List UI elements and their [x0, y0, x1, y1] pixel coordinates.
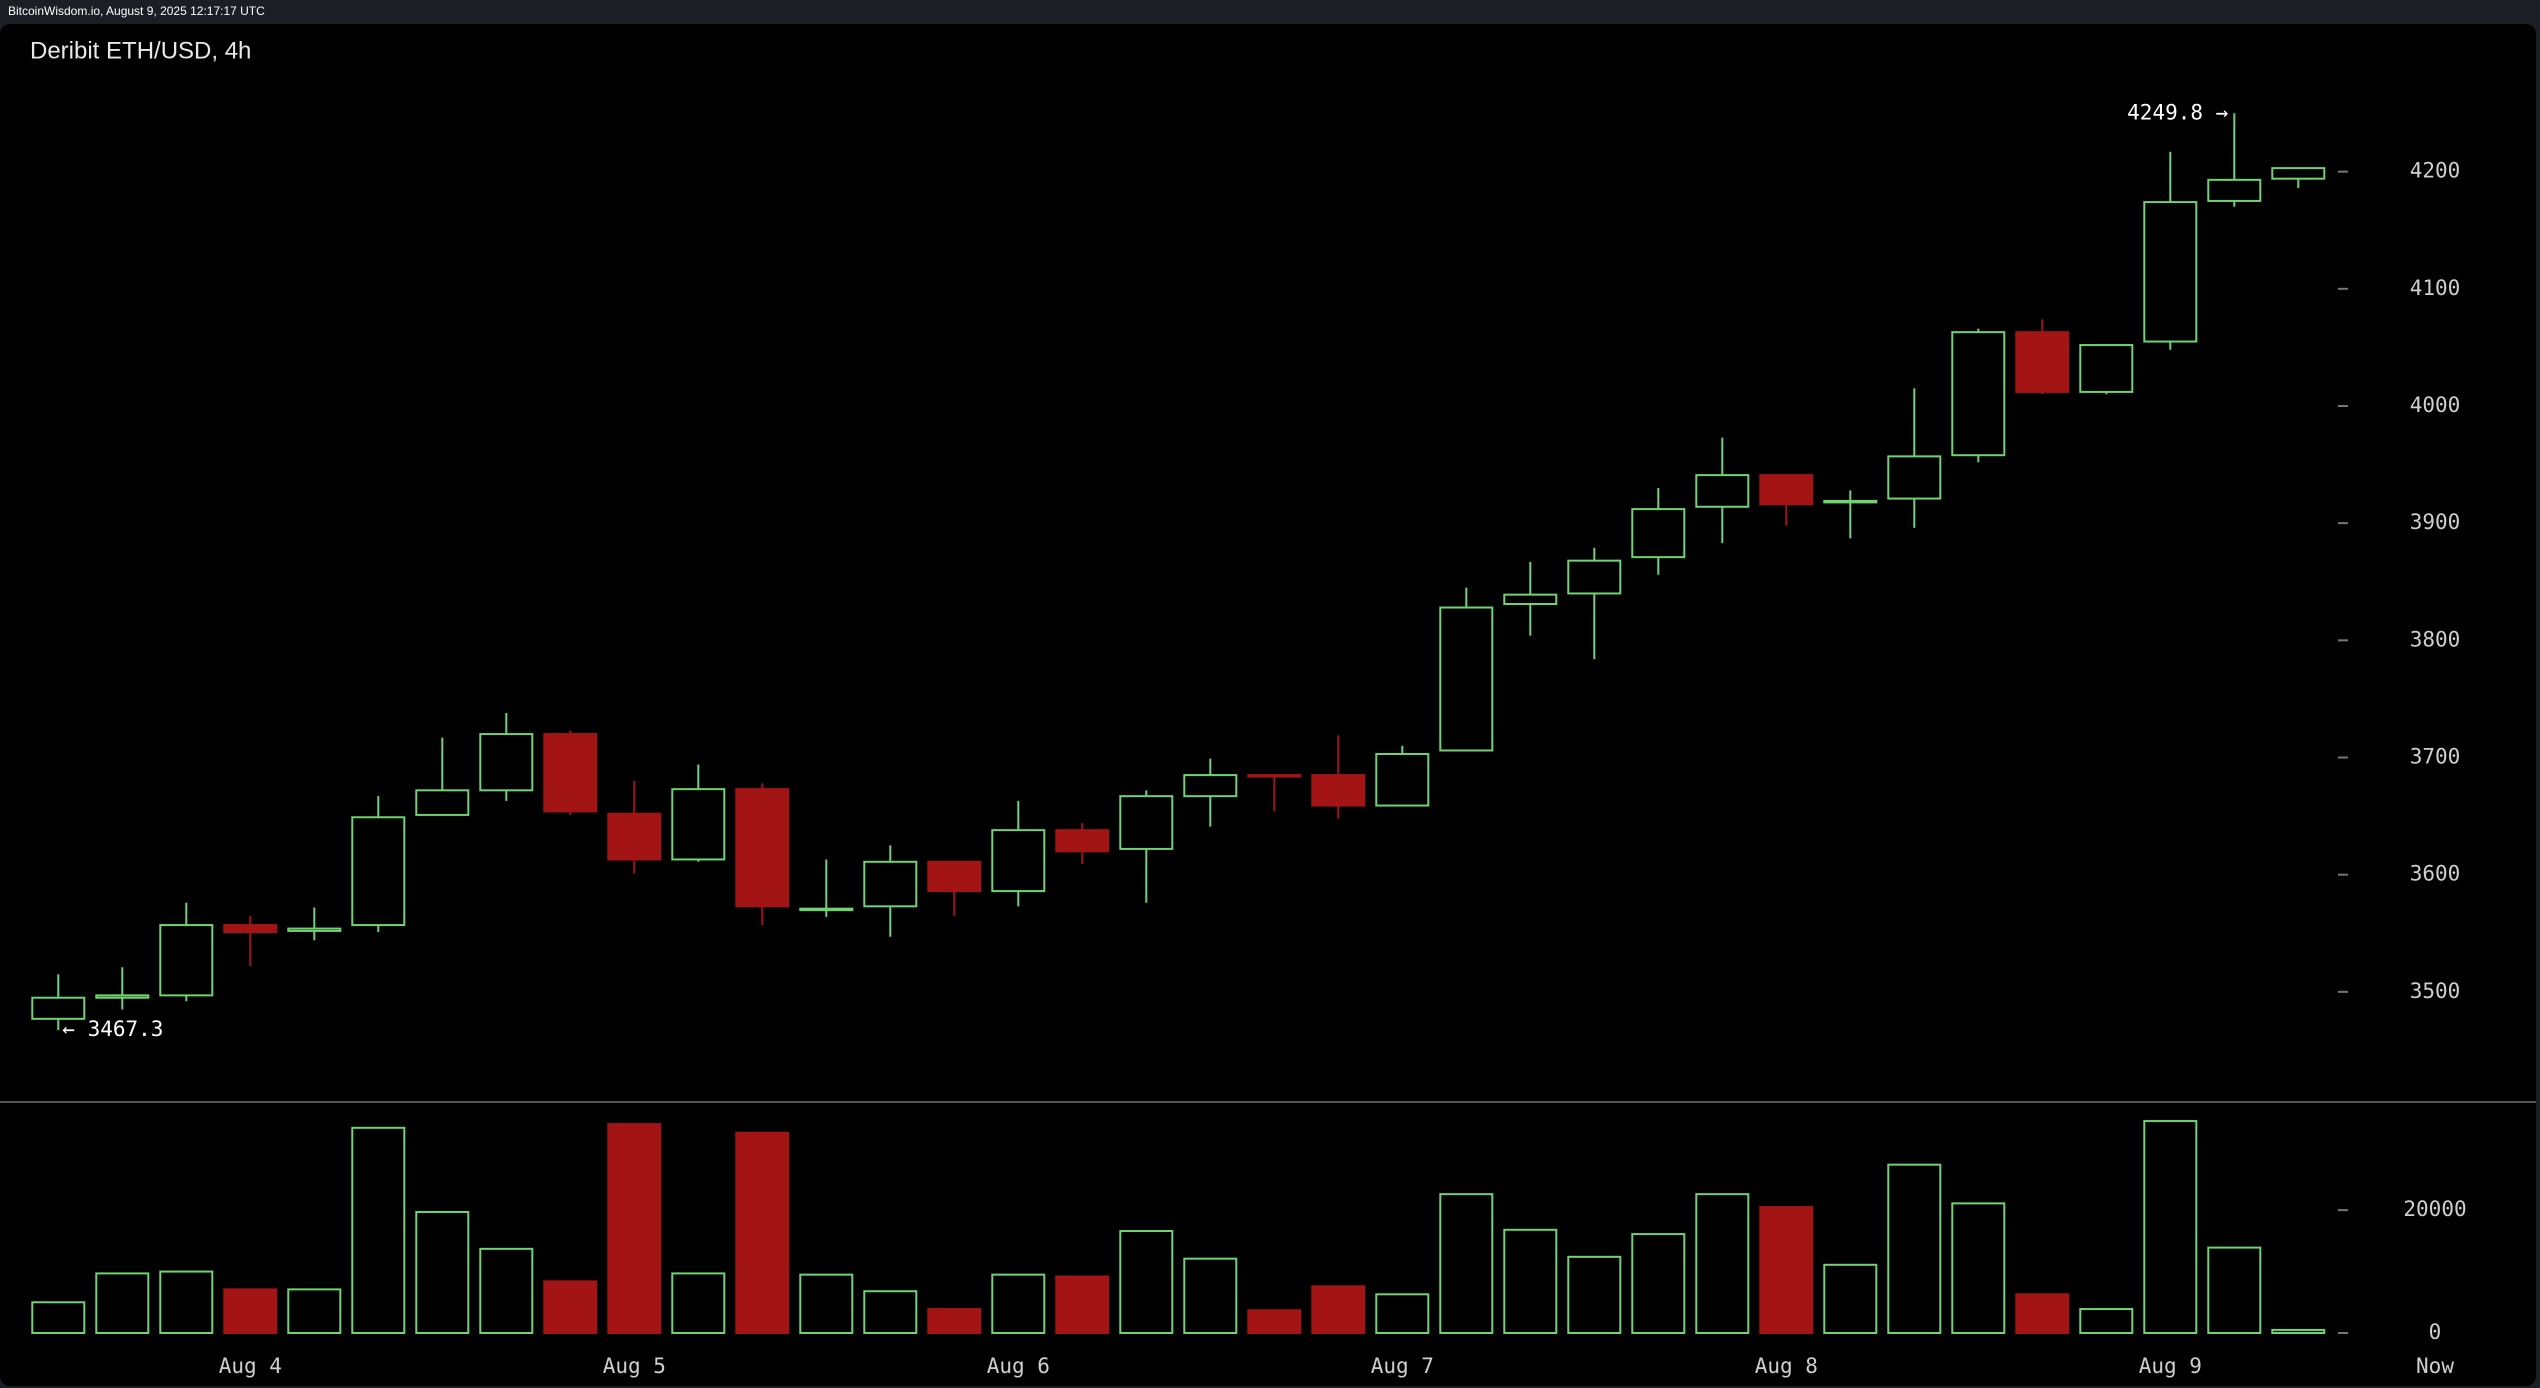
volume-bar — [1759, 1206, 1814, 1335]
volume-bar — [1951, 1202, 2006, 1334]
chart-title: Deribit ETH/USD, 4h — [30, 37, 251, 64]
max-annotation: 4249.8 → — [2127, 100, 2228, 124]
volume-bar — [863, 1290, 918, 1334]
y-tick-label: 3700 — [2410, 745, 2461, 769]
y-tick-label: 4100 — [2410, 276, 2461, 300]
x-tick-label: Aug 6 — [987, 1354, 1050, 1378]
candle-body — [2271, 167, 2326, 180]
candle-body — [223, 924, 278, 934]
x-tick-label: Aug 4 — [219, 1354, 282, 1378]
volume-bar — [671, 1272, 726, 1334]
x-end-label: Now — [2416, 1354, 2454, 1378]
volume-bar — [159, 1270, 214, 1335]
volume-bar — [607, 1123, 662, 1335]
candle-body — [1503, 593, 1558, 606]
candle-body — [1183, 774, 1238, 798]
candle-body — [1439, 606, 1494, 752]
volume-bar — [479, 1247, 534, 1334]
candle-body — [1055, 829, 1110, 853]
volume-bar — [543, 1280, 598, 1335]
candle-body — [671, 788, 726, 861]
candle-body — [735, 788, 790, 908]
volume-bar — [351, 1126, 406, 1335]
volume-bar — [2143, 1120, 2198, 1334]
candle-body — [927, 860, 982, 893]
volume-bar — [95, 1272, 150, 1334]
volume-bar — [415, 1210, 470, 1334]
candle-body — [1119, 795, 1174, 850]
min-annotation: ← 3467.3 — [62, 1017, 163, 1041]
volume-bar — [1247, 1309, 1302, 1335]
candle-body — [159, 924, 214, 997]
y-tick-label: 3800 — [2410, 627, 2461, 651]
candle-body — [1695, 474, 1750, 508]
candle-body — [2207, 178, 2262, 202]
y-tick-label: 4200 — [2410, 159, 2461, 183]
volume-bar — [1119, 1230, 1174, 1335]
candle-body — [863, 860, 918, 908]
candle-body — [1951, 331, 2006, 457]
volume-bar — [1567, 1255, 1622, 1334]
volume-bar — [31, 1301, 86, 1334]
volume-bar — [1503, 1228, 1558, 1334]
candle-body — [543, 733, 598, 813]
volume-bar — [2271, 1328, 2326, 1335]
candle-body — [31, 996, 86, 1020]
candle-body — [2143, 201, 2198, 343]
volume-bar — [799, 1273, 854, 1334]
volume-bar — [1311, 1285, 1366, 1334]
volume-bar — [1183, 1257, 1238, 1334]
y-tick-label: 3900 — [2410, 510, 2461, 534]
y-tick-label: 3600 — [2410, 862, 2461, 886]
volume-bar — [1055, 1275, 1110, 1335]
candle-body — [1631, 508, 1686, 559]
volume-bar — [1439, 1193, 1494, 1335]
candle-body — [991, 829, 1046, 893]
candle-body — [2015, 331, 2070, 393]
volume-bar — [1375, 1293, 1430, 1334]
volume-bar — [1631, 1233, 1686, 1334]
candle-body — [1567, 559, 1622, 595]
volume-bar — [735, 1131, 790, 1335]
candle-body — [1247, 774, 1302, 778]
candle-body — [1311, 774, 1366, 807]
x-tick-label: Aug 5 — [603, 1354, 666, 1378]
candle-body — [415, 789, 470, 816]
x-tick-label: Aug 8 — [1755, 1354, 1818, 1378]
volume-bar — [223, 1288, 278, 1335]
volume-bar — [287, 1288, 342, 1335]
candle-body — [1887, 455, 1942, 500]
volume-bar — [1823, 1263, 1878, 1335]
candle-body — [287, 927, 342, 932]
candle-body — [95, 994, 150, 999]
header: BitcoinWisdom.io, August 9, 2025 12:17:1… — [8, 4, 265, 18]
candle-body — [2079, 344, 2134, 393]
candle-body — [1375, 752, 1430, 807]
y-tick-label: 20000 — [2403, 1197, 2466, 1221]
volume-bar — [2015, 1293, 2070, 1334]
candle-body — [607, 812, 662, 861]
x-tick-label: Aug 9 — [2139, 1354, 2202, 1378]
candle-body — [1759, 474, 1814, 506]
volume-bar — [2207, 1246, 2262, 1335]
volume-bar — [991, 1273, 1046, 1334]
y-tick-label: 3500 — [2410, 979, 2461, 1003]
candle-body — [351, 816, 406, 927]
volume-bar — [1695, 1193, 1750, 1335]
volume-bar — [2079, 1308, 2134, 1335]
volume-bar — [1887, 1163, 1942, 1335]
y-tick-label: 4000 — [2410, 393, 2461, 417]
candle-body — [799, 907, 854, 912]
panel — [0, 24, 2536, 1386]
x-tick-label: Aug 7 — [1371, 1354, 1434, 1378]
volume-bar — [927, 1308, 982, 1335]
candle-body — [479, 733, 534, 792]
candle-body — [1823, 499, 1878, 504]
y-tick-label: 0 — [2429, 1320, 2442, 1344]
